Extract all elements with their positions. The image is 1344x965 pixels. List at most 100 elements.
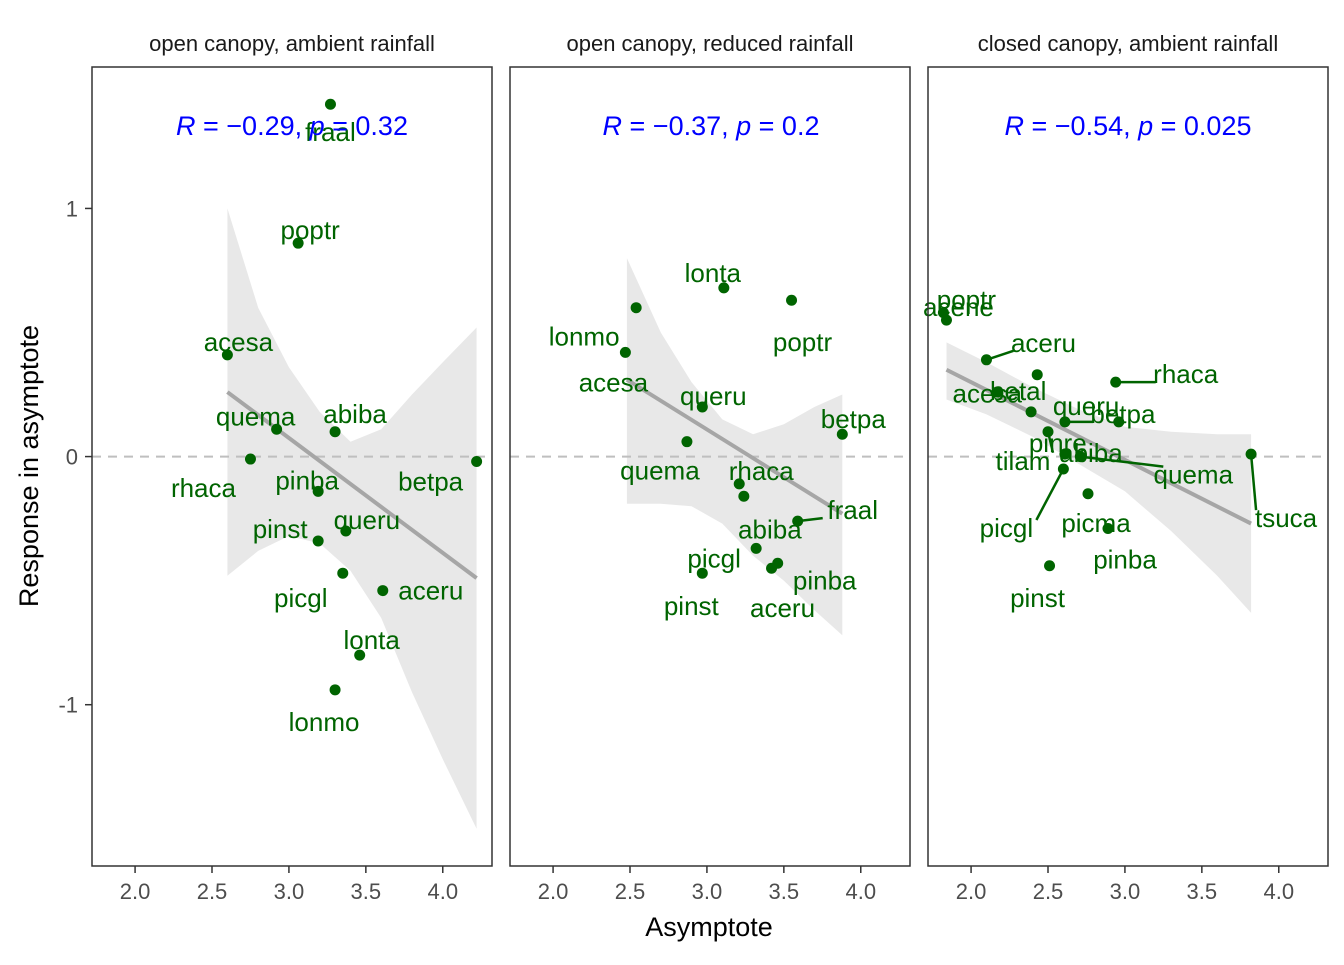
x-tick-label: 2.5 bbox=[1033, 879, 1064, 904]
data-point-abiba bbox=[329, 426, 341, 438]
data-point-aceru bbox=[766, 562, 778, 574]
data-point-quema bbox=[1074, 451, 1086, 463]
correlation-annotation: R = −0.54, p = 0.025 bbox=[1005, 111, 1252, 141]
x-tick-label: 3.5 bbox=[769, 879, 800, 904]
y-tick-label: 1 bbox=[66, 196, 78, 221]
data-point-rhaca bbox=[244, 453, 256, 465]
correlation-annotation: R = −0.37, p = 0.2 bbox=[603, 111, 820, 141]
data-label-pinba: pinba bbox=[1093, 545, 1157, 575]
data-label-betpa: betpa bbox=[821, 404, 887, 434]
data-label-aceru: aceru bbox=[1011, 328, 1076, 358]
data-point-betpa bbox=[836, 428, 848, 440]
panel-title: open canopy, reduced rainfall bbox=[566, 31, 853, 56]
regression-line bbox=[226, 390, 478, 580]
data-label-poptr: poptr bbox=[937, 285, 997, 315]
data-label-tilam: tilam bbox=[996, 446, 1051, 476]
data-label-abiba: abiba bbox=[738, 514, 802, 544]
data-label-lonmo: lonmo bbox=[289, 707, 360, 737]
data-point-lonmo bbox=[630, 302, 642, 314]
data-point-lonta bbox=[718, 282, 730, 294]
data-label-queru: queru bbox=[680, 381, 747, 411]
data-label-fraal: fraal bbox=[305, 117, 356, 147]
panel-border bbox=[509, 66, 911, 867]
data-point-queru bbox=[1025, 406, 1037, 418]
data-label-rhaca: rhaca bbox=[1153, 359, 1219, 389]
label-leader-line bbox=[1080, 455, 1164, 468]
panel-3: closed canopy, ambient rainfall poptracen… bbox=[923, 31, 1329, 904]
label-leader-line bbox=[1035, 468, 1065, 521]
x-tick-label: 3.0 bbox=[274, 879, 305, 904]
panel-title: closed canopy, ambient rainfall bbox=[978, 31, 1278, 56]
data-point-acesa bbox=[619, 346, 631, 358]
data-point-acesa bbox=[221, 349, 233, 361]
data-label-acene: acene bbox=[923, 292, 994, 322]
data-point-rhaca bbox=[733, 478, 745, 490]
data-point-acene bbox=[940, 314, 952, 326]
x-tick-label: 3.0 bbox=[692, 879, 723, 904]
data-label-queru: queru bbox=[334, 505, 401, 535]
data-label-lonta: lonta bbox=[685, 258, 742, 288]
data-point-quema bbox=[271, 423, 283, 435]
data-label-queru: queru bbox=[1053, 391, 1120, 421]
x-tick-label: 4.0 bbox=[1263, 879, 1294, 904]
x-tick-label: 2.0 bbox=[120, 879, 151, 904]
data-point-queru bbox=[696, 401, 708, 413]
regression-line bbox=[625, 377, 844, 516]
data-label-picgl: picgl bbox=[274, 583, 327, 613]
data-point-pinst bbox=[696, 567, 708, 579]
data-label-poptr: poptr bbox=[281, 215, 341, 245]
data-label-abiba: abiba bbox=[1059, 438, 1123, 468]
y-tick-label: -1 bbox=[58, 693, 78, 718]
data-point-lonta bbox=[354, 649, 366, 661]
x-tick-label: 3.5 bbox=[1187, 879, 1218, 904]
data-point-queru bbox=[340, 525, 352, 537]
data-label-abiba: abiba bbox=[323, 399, 387, 429]
y-axis-title: Response in asymptote bbox=[14, 325, 44, 607]
data-label-pinba: pinba bbox=[275, 465, 339, 495]
data-point-aceru bbox=[980, 354, 992, 366]
x-tick-label: 2.0 bbox=[538, 879, 569, 904]
data-label-pinst: pinst bbox=[1010, 583, 1066, 613]
panel-1: open canopy, ambient rainfall fraal poptr a… bbox=[58, 31, 493, 904]
data-point-picgl bbox=[337, 567, 349, 579]
data-label-betpa: betpa bbox=[398, 467, 464, 497]
label-leader-line bbox=[1249, 453, 1258, 511]
data-point-fraal bbox=[792, 515, 804, 527]
panel-2: open canopy, reduced rainfall lonta poptr l… bbox=[509, 31, 911, 904]
data-point-pinst bbox=[312, 535, 324, 547]
data-label-acesa: acesa bbox=[204, 327, 274, 357]
correlation-annotation: R = −0.29, p = 0.32 bbox=[176, 111, 408, 141]
data-point-rhaca bbox=[1110, 376, 1122, 388]
data-point-abiba bbox=[738, 490, 750, 502]
data-point-acesa bbox=[1031, 369, 1043, 381]
data-label-pinst: pinst bbox=[664, 591, 720, 621]
data-label-rhaca: rhaca bbox=[729, 456, 795, 486]
y-tick-label: 0 bbox=[66, 445, 78, 470]
x-tick-label: 4.0 bbox=[845, 879, 876, 904]
data-point-betpa bbox=[471, 456, 483, 468]
data-label-pinst: pinst bbox=[253, 514, 309, 544]
data-point-betpa bbox=[1059, 416, 1071, 428]
data-point-poptr bbox=[786, 294, 798, 306]
x-tick-label: 3.0 bbox=[1110, 879, 1141, 904]
x-tick-label: 2.5 bbox=[615, 879, 646, 904]
data-point-tilam bbox=[1042, 426, 1054, 438]
panel-title: open canopy, ambient rainfall bbox=[149, 31, 435, 56]
panel-border bbox=[91, 66, 493, 867]
x-tick-label: 4.0 bbox=[427, 879, 458, 904]
data-label-acesa: acesa bbox=[953, 379, 1023, 409]
data-point-picma bbox=[1082, 488, 1094, 500]
data-label-lonmo: lonmo bbox=[549, 322, 620, 352]
data-label-lonta: lonta bbox=[343, 625, 400, 655]
data-label-acesa: acesa bbox=[579, 367, 649, 397]
data-label-tsuca: tsuca bbox=[1255, 503, 1318, 533]
data-label-aceru: aceru bbox=[398, 576, 463, 606]
data-point-pinst bbox=[1044, 560, 1056, 572]
data-point-aceru bbox=[377, 585, 389, 597]
data-label-betal: betal bbox=[990, 376, 1046, 406]
data-point-pinba bbox=[1102, 523, 1114, 535]
data-point-betal bbox=[991, 386, 1003, 398]
x-tick-label: 3.5 bbox=[351, 879, 382, 904]
